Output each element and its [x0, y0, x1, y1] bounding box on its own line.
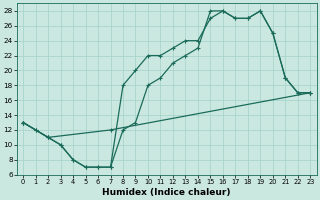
X-axis label: Humidex (Indice chaleur): Humidex (Indice chaleur)	[102, 188, 231, 197]
